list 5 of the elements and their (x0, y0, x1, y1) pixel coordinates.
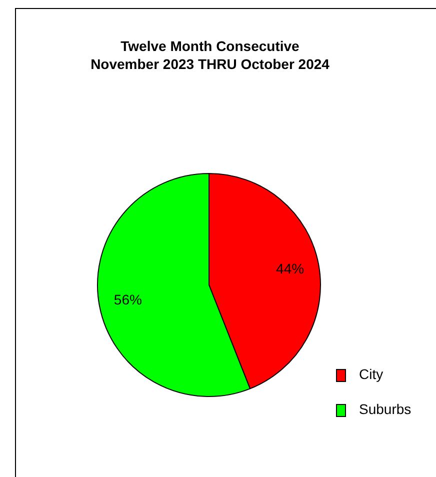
legend-label: City (359, 366, 384, 382)
chart-title: Twelve Month Consecutive November 2023 THRU October 2024 (90, 37, 330, 73)
data-label: 44% (276, 260, 304, 276)
data-label: 56% (114, 291, 142, 308)
legend-label: Suburbs (359, 400, 412, 417)
